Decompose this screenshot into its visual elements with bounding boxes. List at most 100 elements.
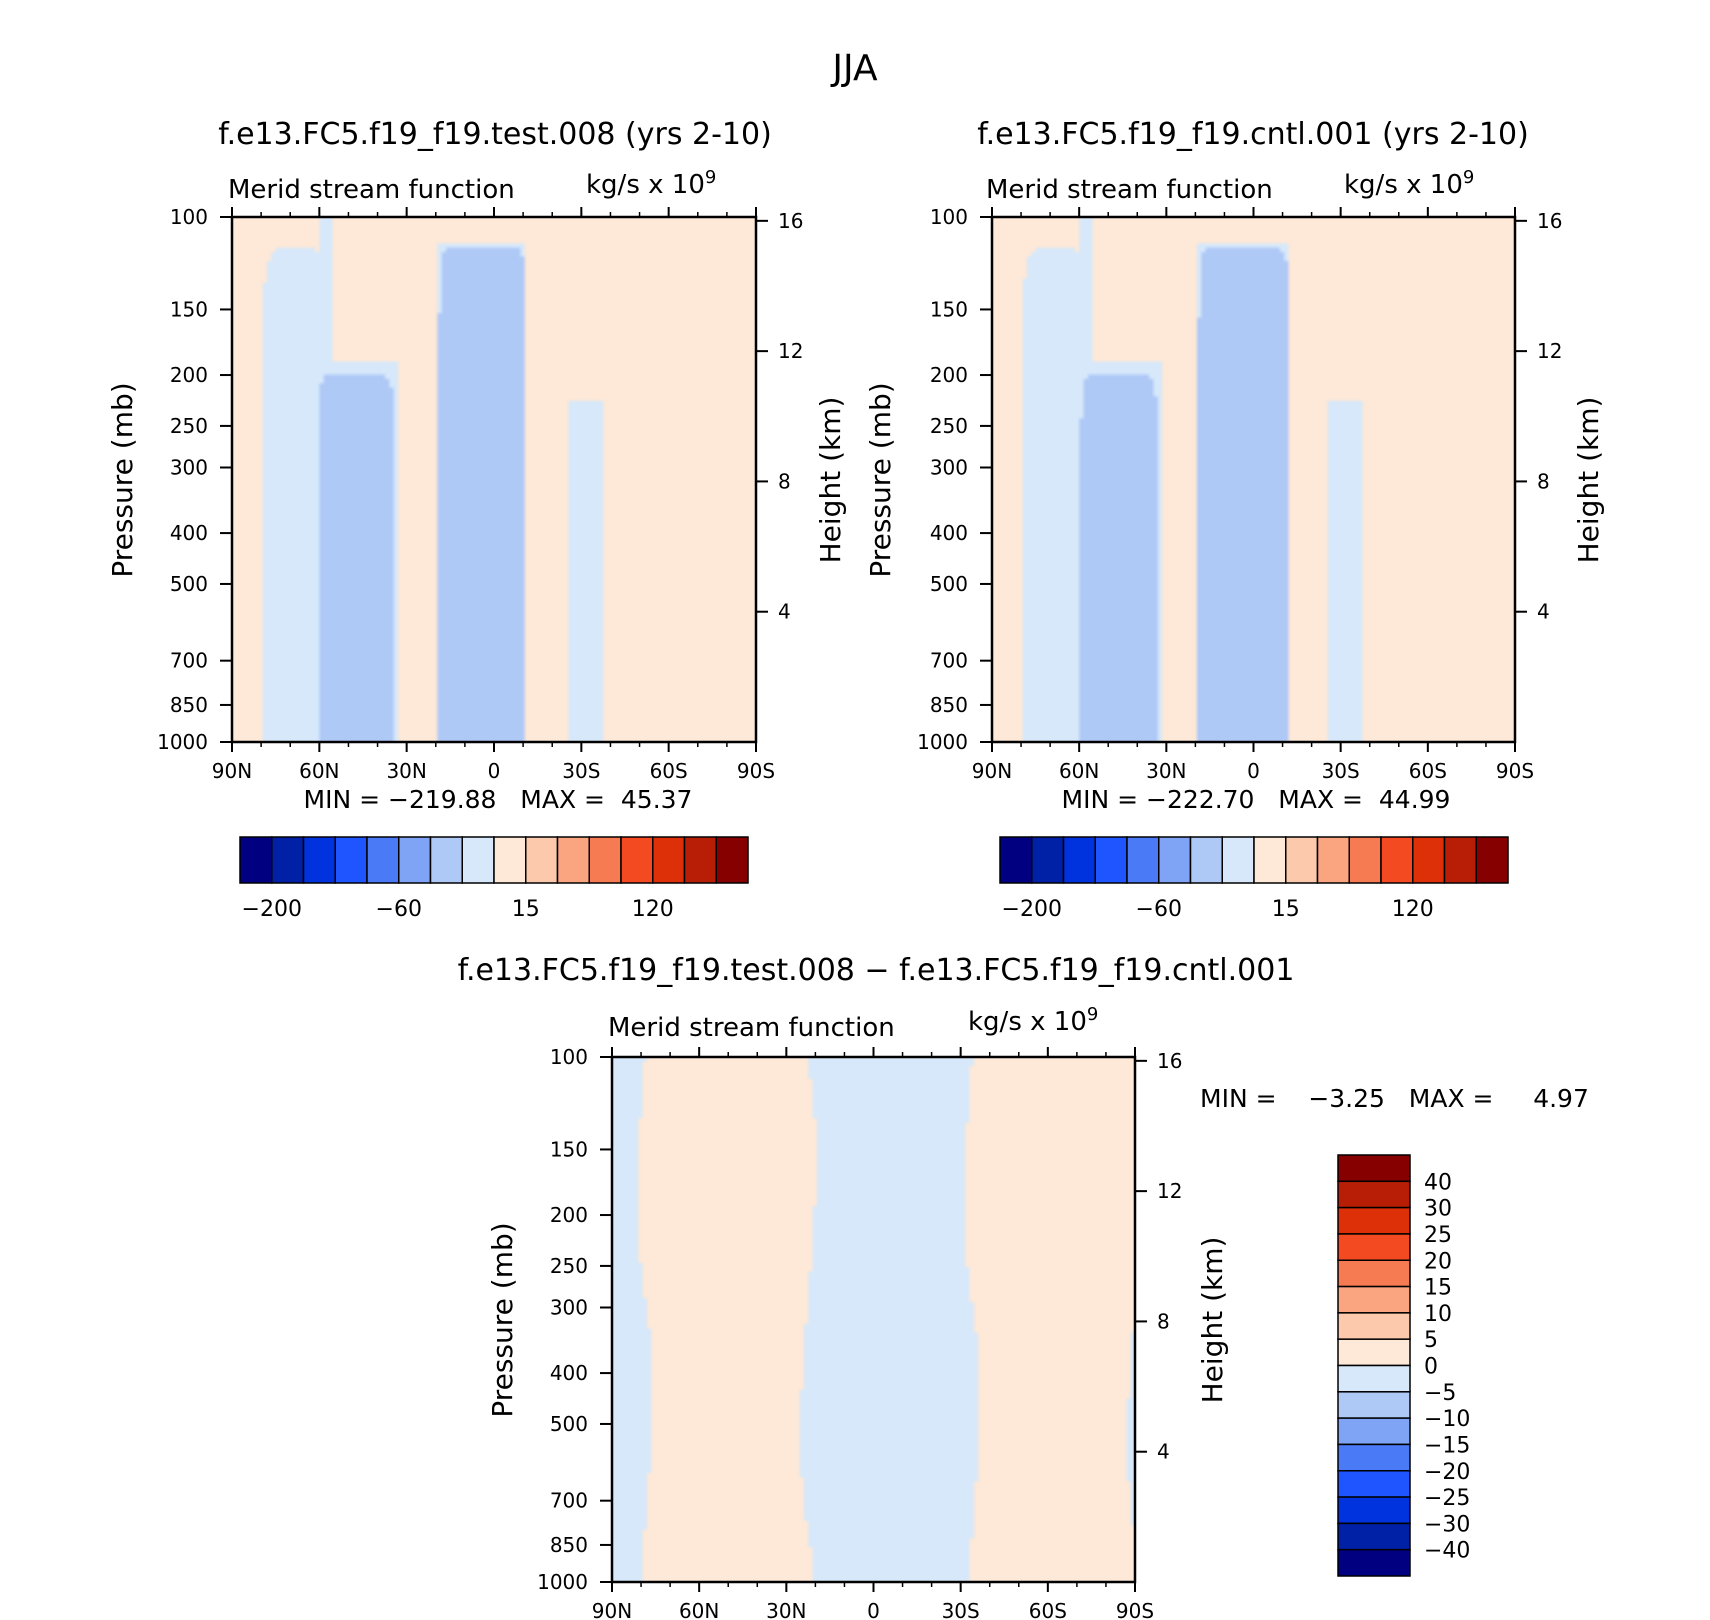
colorbar-label: −60 [376,897,422,922]
x-tick-label: 90S [1496,759,1534,783]
y-tick-label: 250 [170,414,208,438]
colorbar-swatch [1337,1180,1411,1209]
colorbar-label: −10 [1424,1407,1470,1432]
colorbar-swatch [1031,836,1065,884]
colorbar-label: 120 [632,897,674,922]
y-tick-label: 300 [930,455,968,479]
colorbar-swatch [1126,836,1160,884]
colorbar-label: 20 [1424,1249,1452,1274]
colorbar-label: −60 [1136,897,1182,922]
panel-diff-units: kg/s x 109 [968,1004,1098,1037]
y-tick-label: 850 [550,1533,588,1557]
colorbar-label: −30 [1424,1512,1470,1537]
x-tick-label: 90N [972,759,1012,783]
y-tick-label: 150 [170,297,208,321]
colorbar-swatch [1337,1364,1411,1393]
panel-test-title: f.e13.FC5.f19_f19.test.008 (yrs 2-10) [218,117,772,152]
y-tick-label: 1000 [537,1570,588,1594]
x-tick-label: 60S [1029,1599,1067,1620]
panel-cntl-y-label: Pressure (mb) [864,382,897,577]
x-tick-label: 30S [942,1599,980,1620]
panel-test-units: kg/s x 109 [586,167,716,200]
y-right-tick-label: 16 [1157,1049,1182,1073]
panel-test-y-right-label: Height (km) [814,397,847,564]
y-tick-label: 200 [550,1203,588,1227]
y-tick-label: 200 [930,363,968,387]
colorbar-swatch [999,836,1033,884]
colorbar-swatch [1337,1391,1411,1419]
x-tick-label: 60N [679,1599,719,1620]
y-right-tick-label: 4 [1537,600,1550,624]
x-tick-label: 30N [386,759,426,783]
colorbar-swatch [334,836,368,884]
y-tick-label: 500 [930,572,968,596]
colorbar-swatch [493,836,527,884]
colorbar-swatch [1221,836,1255,884]
colorbar-swatch [683,836,717,884]
panel-cntl: f.e13.FC5.f19_f19.cntl.001 (yrs 2-10) Me… [864,117,1605,922]
y-tick-label: 100 [170,205,208,229]
panel-diff-y-right-label: Height (km) [1196,1237,1229,1404]
panel-cntl-min-max: MIN = −222.70 MAX = 44.99 [1062,785,1451,814]
colorbar-swatch [1158,836,1192,884]
x-tick-label: 60N [1059,759,1099,783]
colorbar-label: −40 [1424,1539,1470,1564]
x-tick-label: 30S [562,759,600,783]
y-right-tick-label: 8 [778,469,791,493]
y-tick-label: 250 [550,1254,588,1278]
colorbar-label: −15 [1424,1433,1470,1458]
y-tick-label: 500 [550,1412,588,1436]
colorbar-label: 40 [1424,1170,1452,1195]
panel-test-y-label: Pressure (mb) [106,382,139,577]
colorbar-swatch [1337,1470,1411,1498]
colorbar-swatch [1253,836,1287,884]
panel-cntl-y-right-label: Height (km) [1572,397,1605,564]
y-tick-label: 400 [170,521,208,545]
colorbar-swatch [652,836,686,884]
colorbar-swatch [1337,1522,1411,1551]
colorbar-label: 15 [512,897,540,922]
y-tick-label: 100 [550,1045,588,1069]
panel-test: f.e13.FC5.f19_f19.test.008 (yrs 2-10) Me… [106,117,847,922]
x-tick-label: 30S [1322,759,1360,783]
colorbar-label: 120 [1392,897,1434,922]
y-tick-label: 700 [550,1489,588,1513]
y-tick-label: 1000 [157,730,208,754]
colorbar-swatch [1337,1338,1411,1367]
colorbar-label: −200 [1002,897,1062,922]
y-right-tick-label: 12 [1537,339,1562,363]
colorbar-label: 0 [1424,1355,1438,1380]
colorbar-swatch [1316,836,1350,884]
y-right-tick-label: 4 [1157,1440,1170,1464]
panel-cntl-plot-area [992,217,1515,742]
colorbar-swatch [1337,1548,1411,1577]
y-right-tick-label: 16 [778,209,803,233]
y-tick-label: 400 [930,521,968,545]
contour-field [992,217,1515,742]
colorbar-label: 15 [1272,897,1300,922]
panel-test-axes: 90N 60N 30N 0 30S 60S 90S 100 150 200 250 300 400 500… [157,205,803,783]
colorbar-swatch [1285,836,1319,884]
colorbar-swatch [1337,1259,1411,1288]
contour-field [612,1057,1135,1582]
colorbar-swatch [1337,1233,1411,1261]
colorbar-label: 10 [1424,1302,1452,1327]
y-tick-label: 700 [170,649,208,673]
colorbar-swatch [461,836,495,884]
y-right-tick-label: 4 [778,600,791,624]
panel-test-min-max: MIN = −219.88 MAX = 45.37 [304,785,693,814]
y-tick-label: 300 [170,455,208,479]
colorbar-swatch [271,836,305,884]
colorbar-label: −25 [1424,1486,1470,1511]
x-tick-label: 60S [650,759,688,783]
y-tick-label: 100 [930,205,968,229]
y-tick-label: 1000 [917,730,968,754]
y-right-tick-label: 12 [1157,1179,1182,1203]
panel-diff-left-label: Merid stream function [608,1013,895,1043]
colorbar-swatch [1337,1443,1411,1472]
panel-diff: f.e13.FC5.f19_f19.test.008 − f.e13.FC5.f… [458,953,1589,1620]
colorbar-swatch [525,836,559,884]
colorbar-swatch [620,836,654,884]
colorbar-label: 15 [1424,1276,1452,1301]
